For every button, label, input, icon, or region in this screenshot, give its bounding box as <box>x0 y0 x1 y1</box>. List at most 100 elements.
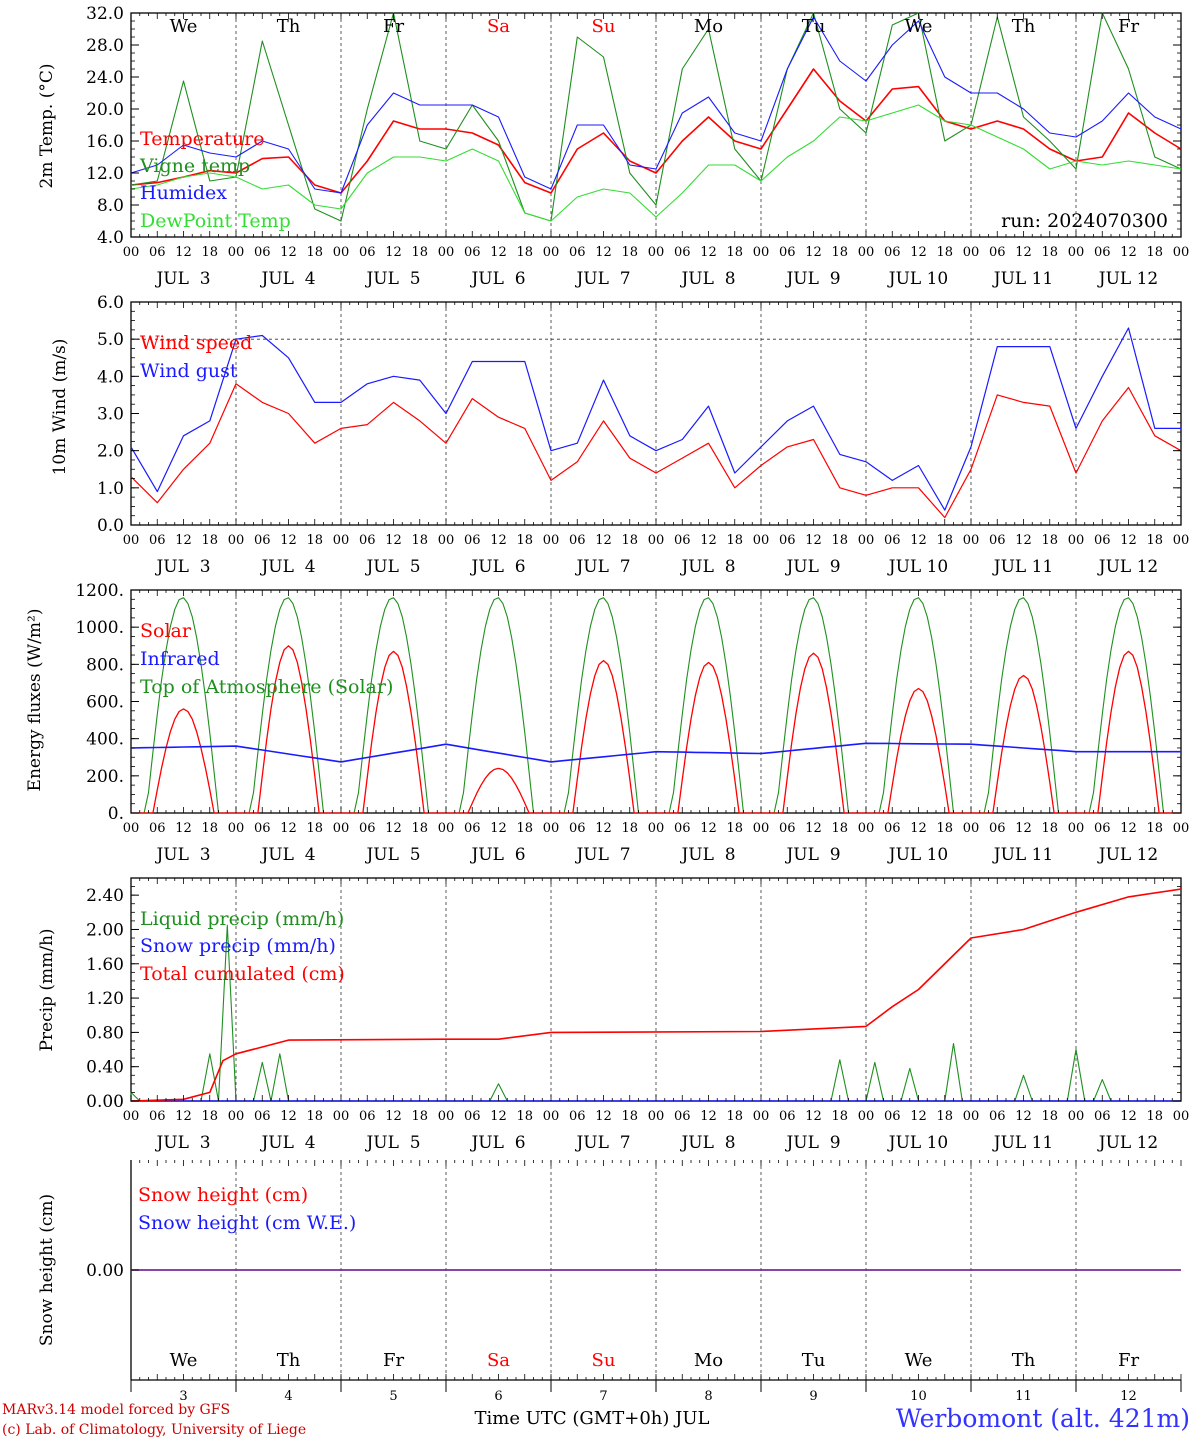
hour-tick-label: 12 <box>700 533 717 548</box>
day-number-label: 8 <box>704 1389 712 1404</box>
day-label-bottom: We <box>170 1350 198 1371</box>
hour-tick-label: 06 <box>464 533 481 548</box>
date-label: JUL 11 <box>992 1133 1053 1153</box>
date-label: JUL 9 <box>784 845 840 865</box>
date-label: JUL 5 <box>364 845 420 865</box>
hour-tick-label: 00 <box>1068 245 1085 260</box>
hour-tick-label: 18 <box>1146 533 1163 548</box>
y-tick-label: 800. <box>86 655 124 675</box>
hour-tick-label: 18 <box>306 245 323 260</box>
hour-tick-label: 18 <box>621 821 638 836</box>
hour-tick-label: 18 <box>411 821 428 836</box>
date-label: JUL 8 <box>679 845 735 865</box>
y-tick-label: 600. <box>86 693 124 713</box>
date-label: JUL 6 <box>469 845 525 865</box>
hour-tick-label: 12 <box>280 533 297 548</box>
hour-tick-label: 06 <box>989 1109 1006 1124</box>
dewpoint-line <box>130 104 1182 222</box>
credit-line-2: (c) Lab. of Climatology, University of L… <box>2 1422 306 1438</box>
hour-tick-label: 18 <box>201 245 218 260</box>
y-tick-label: 8.0 <box>97 196 124 216</box>
hour-tick-label: 12 <box>910 1109 927 1124</box>
y-tick-label: 1.60 <box>86 955 124 975</box>
hour-tick-label: 12 <box>1015 245 1032 260</box>
hour-tick-label: 00 <box>753 1109 770 1124</box>
y-tick-label: 2.40 <box>86 886 124 906</box>
hour-tick-label: 06 <box>569 1109 586 1124</box>
hour-tick-label: 18 <box>831 533 848 548</box>
hour-tick-label: 18 <box>621 245 638 260</box>
date-label: JUL 4 <box>259 1133 315 1153</box>
hour-tick-label: 06 <box>674 1109 691 1124</box>
wind-gust-line <box>130 327 1181 511</box>
hour-tick-label: 00 <box>333 821 350 836</box>
energy-panel: 0. 200. 400. 600. 800. 1000. 1200. Energy flux… <box>25 581 1182 824</box>
y-tick-label: 0. <box>108 804 124 824</box>
date-label: JUL 9 <box>784 1133 840 1153</box>
hour-tick-label: 12 <box>490 533 507 548</box>
hour-tick-label: 12 <box>805 821 822 836</box>
hour-tick-label: 00 <box>1173 245 1190 260</box>
hour-tick-label: 12 <box>175 821 192 836</box>
day-label-top: We <box>905 16 933 37</box>
hour-tick-label: 06 <box>674 533 691 548</box>
hour-tick-label: 18 <box>726 533 743 548</box>
hour-tick-label: 00 <box>963 1109 980 1124</box>
date-label: JUL 5 <box>364 1133 420 1153</box>
y-tick-label: 0.00 <box>86 1261 124 1281</box>
hour-tick-label: 00 <box>123 245 140 260</box>
vigne-temp-line <box>130 12 1182 222</box>
hour-tick-label: 06 <box>1094 821 1111 836</box>
hour-tick-label: 06 <box>1094 1109 1111 1124</box>
date-label: JUL 7 <box>574 557 630 577</box>
y-tick-label: 28.0 <box>86 36 124 56</box>
date-label: JUL 11 <box>992 269 1053 289</box>
hour-tick-label: 18 <box>411 533 428 548</box>
hour-tick-label: 18 <box>831 245 848 260</box>
date-label: JUL 3 <box>154 557 210 577</box>
day-label-top: We <box>170 16 198 37</box>
energy-y-axis-title: Energy fluxes (W/m²) <box>25 609 45 792</box>
date-label: JUL 4 <box>259 845 315 865</box>
hour-tick-label: 12 <box>175 245 192 260</box>
date-label: JUL 7 <box>574 269 630 289</box>
y-tick-label: 400. <box>86 730 124 750</box>
hour-tick-label: 06 <box>149 821 166 836</box>
temperature-y-axis-title: 2m Temp. (°C) <box>37 63 57 188</box>
date-label: JUL 10 <box>887 845 948 865</box>
y-tick-label: 24.0 <box>86 68 124 88</box>
y-tick-label: 200. <box>86 767 124 787</box>
day-label-bottom: Mo <box>694 1350 723 1371</box>
y-tick-label: 0.40 <box>86 1058 124 1078</box>
hour-tick-label: 18 <box>621 1109 638 1124</box>
y-tick-label: 12.0 <box>86 164 124 184</box>
date-label: JUL 12 <box>1097 1133 1158 1153</box>
hour-tick-label: 00 <box>753 821 770 836</box>
credit-line-1: MARv3.14 model forced by GFS <box>2 1402 230 1418</box>
hour-tick-label: 00 <box>963 533 980 548</box>
hour-tick-label: 18 <box>936 245 953 260</box>
y-tick-label: 0.0 <box>97 516 124 536</box>
hour-tick-label: 06 <box>149 1109 166 1124</box>
date-label: JUL 11 <box>992 845 1053 865</box>
day-label-top: Tu <box>802 16 826 37</box>
hour-tick-label: 06 <box>254 1109 271 1124</box>
hour-tick-label: 18 <box>936 1109 953 1124</box>
date-label: JUL 3 <box>154 269 210 289</box>
hour-tick-label: 12 <box>595 245 612 260</box>
hour-tick-label: 00 <box>228 533 245 548</box>
y-tick-label: 1200. <box>75 581 124 601</box>
day-label-top: Th <box>277 16 301 37</box>
hour-tick-label: 18 <box>306 533 323 548</box>
hour-tick-label: 12 <box>595 533 612 548</box>
humidex-line <box>130 16 1182 194</box>
hour-tick-label: 00 <box>858 533 875 548</box>
day-label-top: Sa <box>487 16 510 37</box>
hour-tick-label: 00 <box>1173 821 1190 836</box>
hour-tick-label: 00 <box>648 245 665 260</box>
hour-tick-label: 00 <box>438 1109 455 1124</box>
hour-tick-label: 00 <box>543 533 560 548</box>
hour-tick-label: 00 <box>1173 533 1190 548</box>
hour-tick-label: 06 <box>989 533 1006 548</box>
day-number-label: 11 <box>1015 1389 1032 1404</box>
